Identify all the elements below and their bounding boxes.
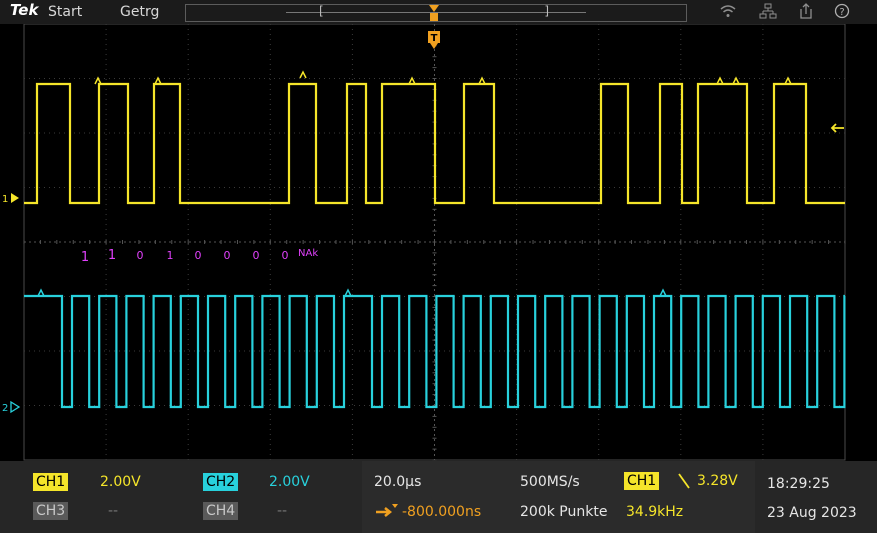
- ch2-scale[interactable]: 2.00V: [269, 474, 310, 490]
- ch1-badge[interactable]: CH1: [33, 473, 69, 491]
- waveform-navigator[interactable]: [ ]: [185, 4, 687, 22]
- ch2-offset-marker[interactable]: 2: [2, 400, 21, 414]
- svg-text:T: T: [431, 33, 438, 44]
- trigger-source-badge[interactable]: CH1: [624, 472, 660, 490]
- timebase-value[interactable]: 20.0µs: [374, 474, 422, 490]
- readout-bar: CH1 2.00V CH3 -- CH2 2.00V CH4 -- 20.0µs…: [0, 461, 877, 533]
- trigger-menu-button[interactable]: Getrg: [120, 4, 160, 20]
- ch3-scale: --: [108, 503, 119, 519]
- view-window-left-bracket: [: [319, 4, 324, 18]
- export-icon[interactable]: [797, 3, 815, 19]
- svg-text:?: ?: [839, 7, 844, 18]
- decode-ack-label: NAk: [298, 248, 318, 259]
- ch2-badge[interactable]: CH2: [203, 473, 239, 491]
- top-bar: Tek Start Getrg [ ]: [0, 0, 877, 24]
- ch3-badge[interactable]: CH3: [33, 502, 69, 520]
- view-window-right-bracket: ]: [544, 4, 549, 18]
- trigger-frequency-value: 34.9kHz: [626, 504, 684, 520]
- trigger-level-value[interactable]: 3.28V: [697, 473, 738, 489]
- decode-bit: 1: [108, 248, 116, 263]
- datetime-panel: 18:29:25 23 Aug 2023: [755, 461, 877, 533]
- help-icon[interactable]: ?: [834, 3, 850, 19]
- record-length-value: 200k Punkte: [520, 504, 608, 520]
- decode-bit: 0: [282, 249, 289, 262]
- waveform-display[interactable]: T 1 2 1 1 0 1 0 0 0 0 NAk: [0, 24, 877, 461]
- ch1-scale[interactable]: 2.00V: [100, 474, 141, 490]
- ch1-marker-label: 1: [2, 194, 8, 205]
- ch2-marker-label: 2: [2, 403, 8, 414]
- decode-bit: 0: [137, 249, 144, 262]
- start-menu-button[interactable]: Start: [48, 4, 83, 20]
- decode-bit: 0: [224, 249, 231, 262]
- decode-bit: 1: [81, 250, 89, 265]
- ch2-ch4-panel: CH2 2.00V CH4 --: [181, 461, 364, 533]
- trigger-time-marker[interactable]: T: [428, 31, 440, 49]
- time-value: 18:29:25: [767, 476, 830, 492]
- trigger-position-icon[interactable]: [428, 4, 440, 22]
- navigator-track: [286, 12, 586, 13]
- ch2-waveform: [24, 288, 846, 409]
- horizontal-position-arrow-icon: [376, 504, 398, 517]
- ch1-waveform: [24, 70, 845, 205]
- trigger-level-marker[interactable]: [830, 123, 844, 133]
- ch4-badge[interactable]: CH4: [203, 502, 239, 520]
- horizontal-panel[interactable]: 20.0µs 500MS/s -800.000ns 200k Punkte: [362, 461, 620, 533]
- date-value: 23 Aug 2023: [767, 505, 857, 521]
- network-icon[interactable]: [759, 3, 777, 19]
- decode-bits: 1 1 0 1 0 0 0 0 NAk: [81, 248, 318, 265]
- decode-bit: 0: [253, 249, 260, 262]
- navigator-view-window[interactable]: [ ]: [319, 4, 549, 19]
- ch1-offset-marker[interactable]: 1: [2, 193, 19, 205]
- tek-logo: Tek: [10, 1, 39, 19]
- horizontal-position-value[interactable]: -800.000ns: [402, 504, 482, 520]
- sample-rate-value: 500MS/s: [520, 474, 580, 490]
- wifi-icon[interactable]: [719, 3, 737, 19]
- ch1-ch3-panel: CH1 2.00V CH3 --: [0, 461, 183, 533]
- rising-edge-icon: [678, 473, 690, 489]
- ch4-scale: --: [277, 503, 288, 519]
- decode-bit: 1: [167, 249, 174, 262]
- trigger-panel[interactable]: CH1 3.28V 34.9kHz: [618, 461, 757, 533]
- decode-bit: 0: [195, 249, 202, 262]
